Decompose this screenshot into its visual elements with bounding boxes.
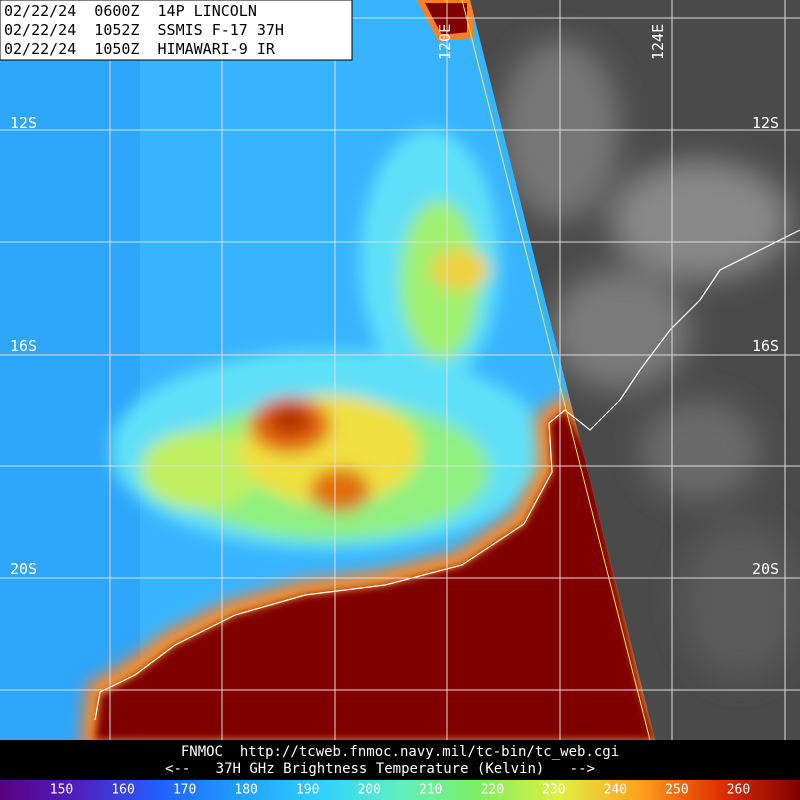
colorbar-tick-label: 220 xyxy=(481,783,504,798)
colorbar xyxy=(0,780,800,800)
colorbar-tick-label: 170 xyxy=(173,783,196,798)
colorbar-tick-label: 250 xyxy=(665,783,688,798)
swath-edge xyxy=(461,0,651,741)
colorbar-tick-label: 160 xyxy=(111,783,134,798)
lat-label: 20S xyxy=(752,560,779,578)
header-line: 02/22/24 1052Z SSMIS F-17 37H xyxy=(4,21,284,39)
lat-label: 12S xyxy=(10,114,37,132)
colorbar-tick-label: 180 xyxy=(234,783,257,798)
lon-label: 124E xyxy=(649,24,667,60)
colorbar-ticks: 150 160 170 180 190 200 210 220 230 240 250 260 xyxy=(50,783,750,798)
header-line: 02/22/24 0600Z 14P LINCOLN xyxy=(4,2,257,20)
header-line: 02/22/24 1050Z HIMAWARI-9 IR xyxy=(4,40,276,58)
coastline xyxy=(94,229,800,721)
lat-label: 20S xyxy=(10,560,37,578)
colorbar-tick-label: 260 xyxy=(727,783,750,798)
footer-source: FNMOC http://tcweb.fnmoc.navy.mil/tc-bin… xyxy=(181,744,619,760)
colorbar-tick-label: 150 xyxy=(50,783,73,798)
footer-legend: <-- 37H GHz Brightness Temperature (Kelv… xyxy=(165,761,595,777)
colorbar-tick-label: 240 xyxy=(604,783,627,798)
lat-label: 12S xyxy=(752,114,779,132)
lat-label: 16S xyxy=(752,337,779,355)
lat-label: 16S xyxy=(10,337,37,355)
lon-label: 120E xyxy=(436,24,454,60)
colorbar-tick-label: 190 xyxy=(296,783,319,798)
colorbar-tick-label: 210 xyxy=(419,783,442,798)
colorbar-tick-label: 200 xyxy=(357,783,380,798)
header-box xyxy=(0,0,353,61)
colorbar-tick-label: 230 xyxy=(542,783,565,798)
